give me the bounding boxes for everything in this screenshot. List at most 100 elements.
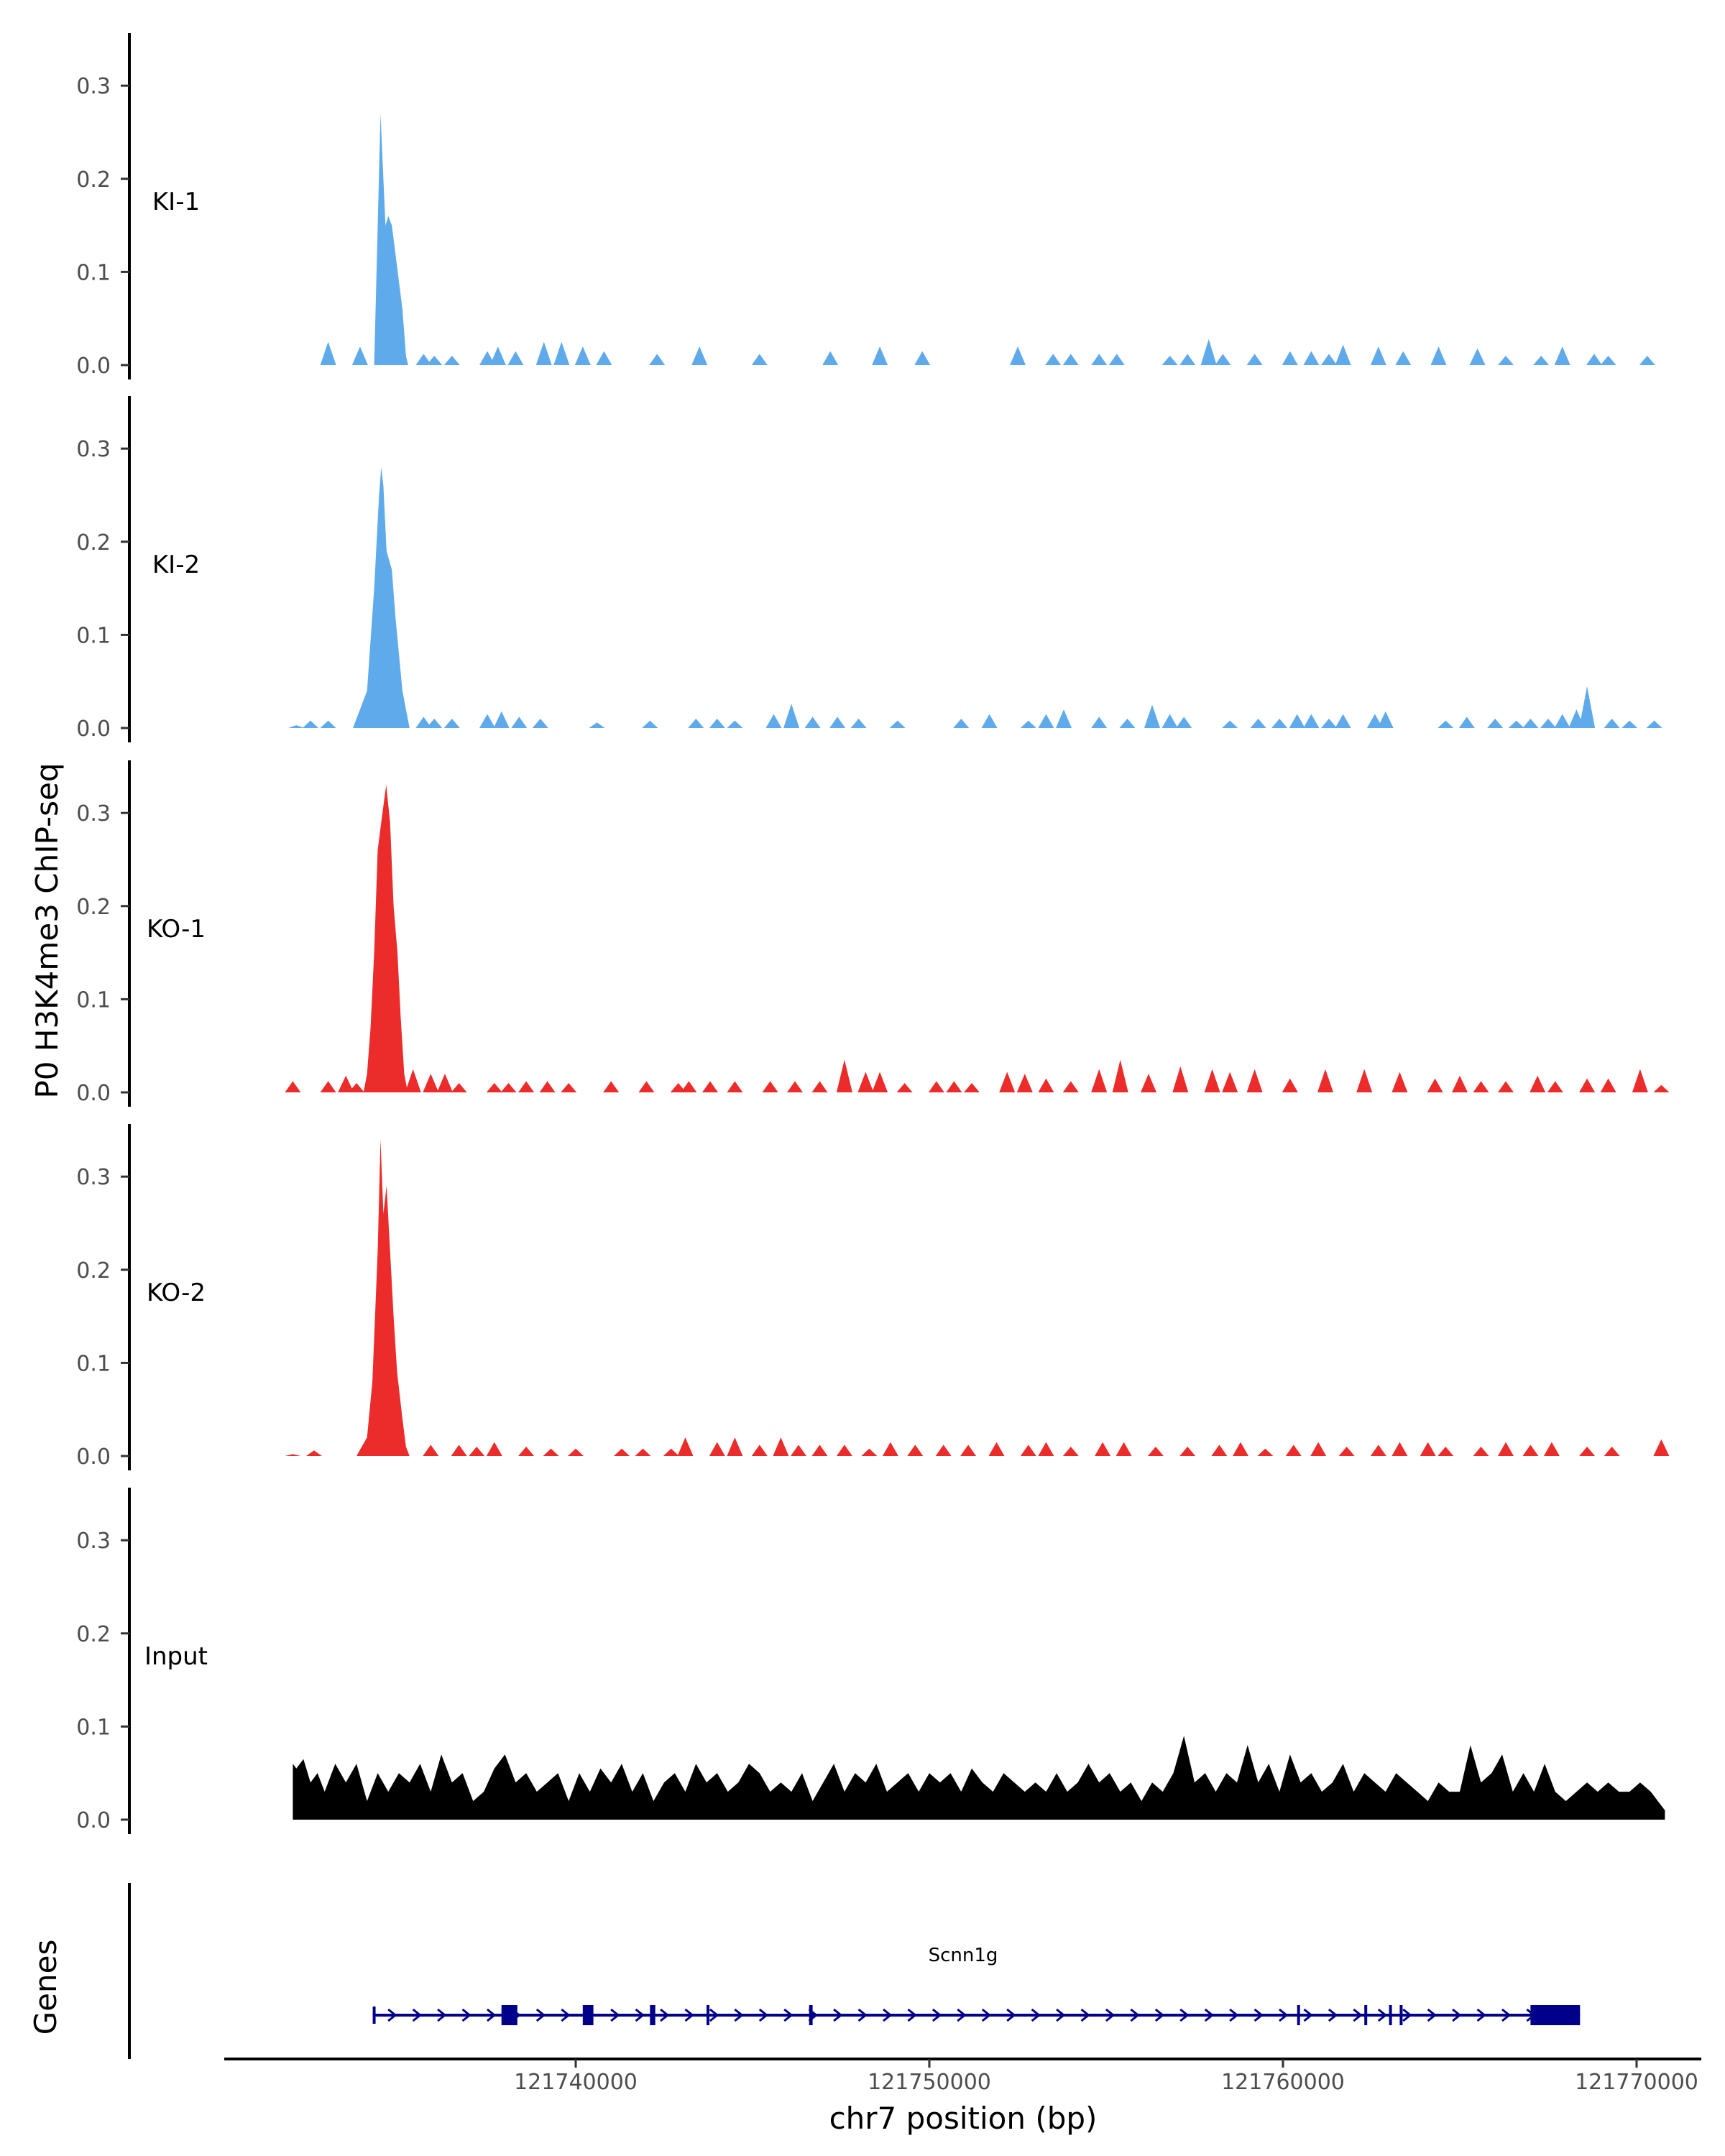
signal-spike	[836, 1445, 852, 1456]
signal-spike	[773, 1437, 789, 1456]
signal-spike	[1172, 1066, 1189, 1092]
signal-spike	[791, 1445, 806, 1456]
signal-spike	[1427, 1078, 1443, 1092]
signal-spike	[1310, 1442, 1327, 1456]
signal-spike	[1356, 1069, 1373, 1092]
signal-spike	[1554, 346, 1570, 365]
y-tick-label: 0.1	[76, 1715, 111, 1740]
x-tick-label: 121750000	[868, 2070, 991, 2095]
signal-spike	[1473, 1447, 1489, 1456]
signal-spike	[1303, 714, 1320, 728]
signal-spike	[303, 720, 318, 728]
signal-spike	[1438, 720, 1454, 728]
track-label: KO-2	[147, 1279, 206, 1307]
signal-spike	[405, 1069, 421, 1092]
signal-spike	[486, 1442, 502, 1456]
signal-spike	[500, 1083, 517, 1092]
track-ki-1: 0.0 0.1 0.2 0.3 KI-1	[76, 33, 1655, 379]
strand-arrow	[1353, 2008, 1363, 2022]
y-tick-label: 0.0	[76, 1081, 111, 1106]
signal-spike	[709, 1442, 725, 1456]
signal-spike	[1653, 1439, 1670, 1456]
signal-spike	[1639, 356, 1655, 365]
signal-spike	[1119, 719, 1136, 728]
signal-spike	[1162, 356, 1178, 365]
signal-spike	[1062, 1447, 1079, 1456]
signal-spike	[1508, 720, 1524, 728]
strand-arrow	[1476, 2008, 1486, 2022]
strand-arrow	[1328, 2008, 1338, 2022]
signal-spike	[1056, 709, 1072, 728]
signal-spike	[1116, 1442, 1132, 1456]
track-label: KI-2	[152, 550, 200, 579]
signal-spike	[1233, 1442, 1248, 1456]
y-tick-label: 0.2	[76, 1622, 111, 1647]
signal-spike	[1091, 354, 1108, 365]
signal-spike	[896, 1083, 913, 1092]
signal-spike	[1317, 1069, 1333, 1092]
strand-arrow	[833, 2008, 843, 2022]
y-tick-label: 0.3	[76, 437, 111, 462]
signal-spike	[351, 346, 368, 365]
signal-spike	[783, 704, 800, 728]
signal-spike	[426, 719, 443, 728]
signal-spike	[1335, 344, 1351, 365]
strand-arrow	[1501, 2008, 1512, 2022]
signal-spike	[511, 717, 528, 728]
peak-area	[374, 114, 408, 365]
signal-spike	[596, 351, 612, 365]
strand-arrow	[734, 2008, 744, 2022]
signal-spike	[489, 346, 506, 365]
signal-spike	[988, 1442, 1005, 1456]
strand-arrow	[857, 2008, 868, 2022]
strand-arrow	[684, 2008, 694, 2022]
gene-exon	[1297, 2005, 1300, 2025]
signal-spike	[691, 346, 708, 365]
x-axis: 121740000 121750000 121760000 121770000 chr…	[224, 2058, 1701, 2136]
signal-spike	[451, 1445, 467, 1456]
signal-spike	[861, 1448, 878, 1456]
signal-spike	[1473, 1081, 1489, 1092]
signal-spike	[1246, 354, 1263, 365]
signal-spike	[1271, 719, 1288, 728]
track-ki-2: 0.0 0.1 0.2 0.3 KI-2	[76, 396, 1662, 742]
signal-spike	[603, 1081, 620, 1092]
strand-arrow	[981, 2008, 992, 2022]
signal-spike	[1554, 714, 1570, 728]
strand-arrow	[883, 2008, 893, 2022]
strand-arrow	[1080, 2008, 1090, 2022]
y-tick-label: 0.2	[76, 895, 111, 920]
signal-spike	[1600, 1078, 1616, 1092]
signal-spike	[1522, 1445, 1539, 1456]
signal-spike	[1020, 1445, 1036, 1456]
signal-spike	[1487, 719, 1504, 728]
signal-spike	[1430, 346, 1447, 365]
signal-spike	[486, 1083, 502, 1092]
signal-spike	[811, 1081, 828, 1092]
strand-arrow	[1377, 2008, 1388, 2022]
signal-spike	[960, 1445, 977, 1456]
signal-spike	[1458, 717, 1475, 728]
strand-arrow	[1303, 2008, 1313, 2022]
signal-spike	[1579, 686, 1596, 728]
signal-spike	[642, 720, 658, 728]
strand-arrow	[1056, 2008, 1066, 2022]
signal-spike	[426, 356, 443, 365]
genes-label: Genes	[28, 1940, 63, 2035]
x-tick-label: 121740000	[514, 2070, 638, 2095]
signal-spike	[1321, 354, 1337, 365]
signal-area	[293, 1736, 1665, 1820]
signal-spike	[1108, 354, 1125, 365]
signal-spike	[670, 1083, 686, 1092]
signal-spike	[836, 1059, 852, 1092]
strand-arrow	[1130, 2008, 1140, 2022]
signal-spike	[1141, 1074, 1156, 1092]
signal-spike	[535, 341, 552, 365]
strand-arrow	[535, 2008, 546, 2022]
signal-spike	[914, 351, 931, 365]
signal-spike	[1392, 1072, 1408, 1092]
signal-spike	[479, 714, 495, 728]
strand-arrow	[486, 2008, 497, 2022]
signal-spike	[1604, 1447, 1620, 1456]
signal-spike	[882, 1442, 898, 1456]
